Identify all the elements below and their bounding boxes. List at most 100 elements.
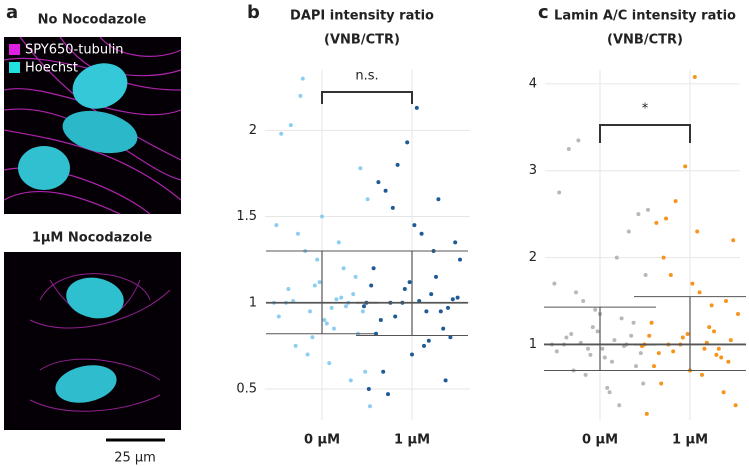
data-point	[317, 280, 322, 285]
data-point	[405, 140, 410, 145]
data-point	[614, 255, 619, 260]
data-point	[668, 272, 673, 277]
panel-label: b	[247, 2, 260, 23]
data-point	[641, 381, 646, 386]
y-tick-label: 3	[529, 163, 537, 178]
data-point	[643, 272, 648, 277]
data-point	[714, 352, 719, 357]
chart-subtitle: (VNB/CTR)	[324, 33, 400, 48]
data-point	[690, 281, 695, 286]
data-point	[293, 343, 298, 348]
data-point	[736, 312, 740, 317]
data-point	[429, 292, 434, 297]
data-point	[458, 257, 462, 262]
scale-bar-label: 25 µm	[114, 451, 156, 466]
data-point	[322, 318, 327, 322]
data-point	[424, 309, 429, 314]
data-point	[644, 411, 649, 416]
significance-label: n.s.	[355, 69, 378, 84]
data-point	[351, 292, 356, 297]
data-point	[383, 188, 388, 193]
data-point	[353, 274, 358, 279]
x-tick-label: 0 µM	[304, 433, 340, 448]
panel-label: c	[538, 2, 549, 23]
y-tick-label: 1	[529, 337, 537, 352]
legend-label: SPY650-tubulin	[25, 43, 124, 58]
data-point	[419, 231, 424, 236]
data-point	[369, 283, 374, 288]
data-point	[617, 403, 622, 408]
data-point	[700, 372, 704, 377]
data-point	[636, 212, 641, 217]
micrograph-bottom	[4, 252, 181, 430]
data-point	[288, 123, 293, 128]
data-point	[450, 297, 455, 302]
y-tick-label: 0.5	[236, 381, 257, 396]
data-point	[407, 280, 412, 285]
data-point	[308, 309, 312, 314]
data-point	[332, 326, 336, 331]
data-point	[646, 207, 650, 212]
y-tick-label: 1.5	[236, 209, 257, 224]
data-point	[610, 359, 614, 364]
data-point	[344, 304, 348, 309]
data-point	[286, 286, 291, 291]
data-point	[441, 326, 446, 331]
data-point	[348, 378, 353, 383]
y-tick-label: 4	[529, 76, 537, 91]
significance-bracket	[321, 91, 413, 104]
data-point	[279, 131, 284, 136]
data-point	[661, 255, 666, 260]
data-point	[574, 290, 578, 295]
data-point	[712, 329, 716, 334]
y-tick-label: 1	[249, 295, 257, 310]
data-point	[446, 305, 450, 310]
data-point	[654, 220, 659, 225]
data-point	[671, 349, 676, 354]
legend-swatch	[9, 44, 20, 55]
data-point	[362, 304, 366, 309]
legend-label: Hoechst	[25, 61, 78, 76]
data-point	[341, 266, 346, 271]
data-point	[602, 355, 607, 360]
data-point	[631, 320, 636, 325]
y-tick-label: 2	[529, 250, 537, 265]
x-tick-label: 1 µM	[394, 433, 430, 448]
data-point	[695, 229, 700, 234]
data-point	[315, 257, 320, 262]
data-point	[412, 223, 417, 228]
data-point	[298, 93, 303, 98]
data-point	[605, 385, 610, 390]
data-point	[581, 299, 586, 304]
data-point	[716, 346, 721, 351]
data-point	[414, 105, 419, 110]
data-point	[300, 76, 305, 81]
data-point	[410, 352, 414, 357]
data-point	[386, 392, 390, 397]
data-point	[564, 335, 569, 340]
chart-title: Lamin A/C intensity ratio	[554, 9, 736, 24]
data-point	[731, 238, 736, 243]
data-point	[320, 214, 324, 219]
data-point	[371, 266, 376, 271]
data-point	[680, 335, 685, 340]
y-tick-label: 2	[249, 123, 257, 138]
data-point	[329, 305, 334, 310]
data-point	[593, 307, 598, 312]
data-point	[728, 338, 733, 343]
data-point	[569, 332, 574, 337]
data-point	[607, 390, 612, 395]
data-point	[455, 295, 460, 300]
data-point	[390, 205, 395, 210]
data-point	[296, 231, 300, 236]
data-point	[360, 309, 365, 314]
data-point	[368, 404, 372, 409]
data-point	[376, 180, 381, 185]
data-point	[649, 320, 654, 325]
data-point	[374, 331, 378, 336]
data-point	[554, 349, 559, 354]
data-point	[612, 338, 617, 343]
data-point	[365, 197, 370, 202]
data-point	[366, 386, 371, 391]
